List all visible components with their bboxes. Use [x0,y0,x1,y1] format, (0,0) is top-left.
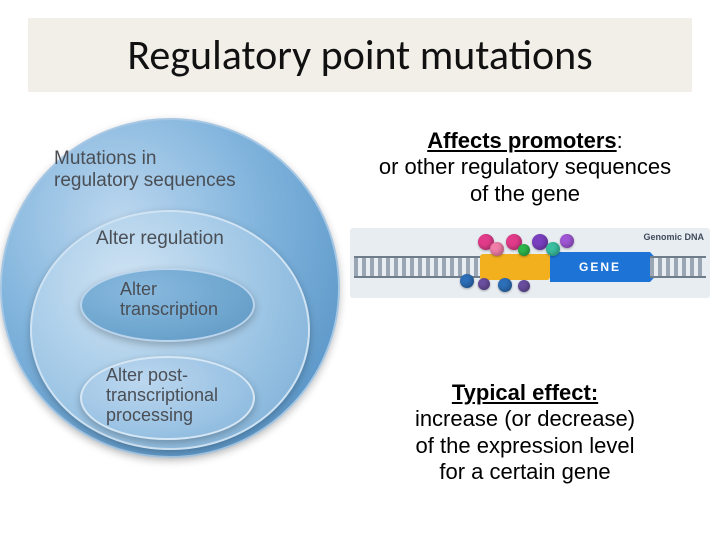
inner-circle-1-label: Alter transcription [120,280,240,320]
affects-promoters-block: Affects promoters: or other regulatory s… [360,128,690,207]
typical-effect-line4: for a certain gene [439,459,610,484]
affects-promoters-line3: of the gene [470,181,580,206]
transcription-factor-icon [560,234,574,248]
genomic-dna-schematic: Genomic DNA GENE [350,228,710,298]
typical-effect-heading: Typical effect: [452,380,598,405]
transcription-factor-icon [478,278,490,290]
typical-effect-block: Typical effect: increase (or decrease) o… [360,380,690,486]
outer-circle-label: Mutations in regulatory sequences [54,148,244,192]
typical-effect-line2: increase (or decrease) [415,406,635,431]
gene-region: GENE [550,252,650,282]
title-band: Regulatory point mutations [28,18,692,92]
page-title: Regulatory point mutations [127,30,592,81]
schematic-label: Genomic DNA [643,232,704,242]
transcription-factor-icon [518,280,530,292]
mid-circle-label: Alter regulation [96,228,224,250]
transcription-factor-icon [498,278,512,292]
venn-diagram: Mutations in regulatory sequences Alter … [0,110,340,530]
transcription-factor-icon [490,242,504,256]
typical-effect-line3: of the expression level [416,433,635,458]
affects-promoters-line2: or other regulatory sequences [379,154,671,179]
transcription-factor-icon [460,274,474,288]
promoter-region [480,254,550,280]
transcription-factor-icon [518,244,530,256]
affects-promoters-heading: Affects promoters [427,128,616,153]
transcription-factor-icon [546,242,560,256]
dna-helix-right [650,256,706,278]
inner-circle-2-label: Alter post-transcriptional processing [106,366,246,425]
dna-helix-left [354,256,480,278]
